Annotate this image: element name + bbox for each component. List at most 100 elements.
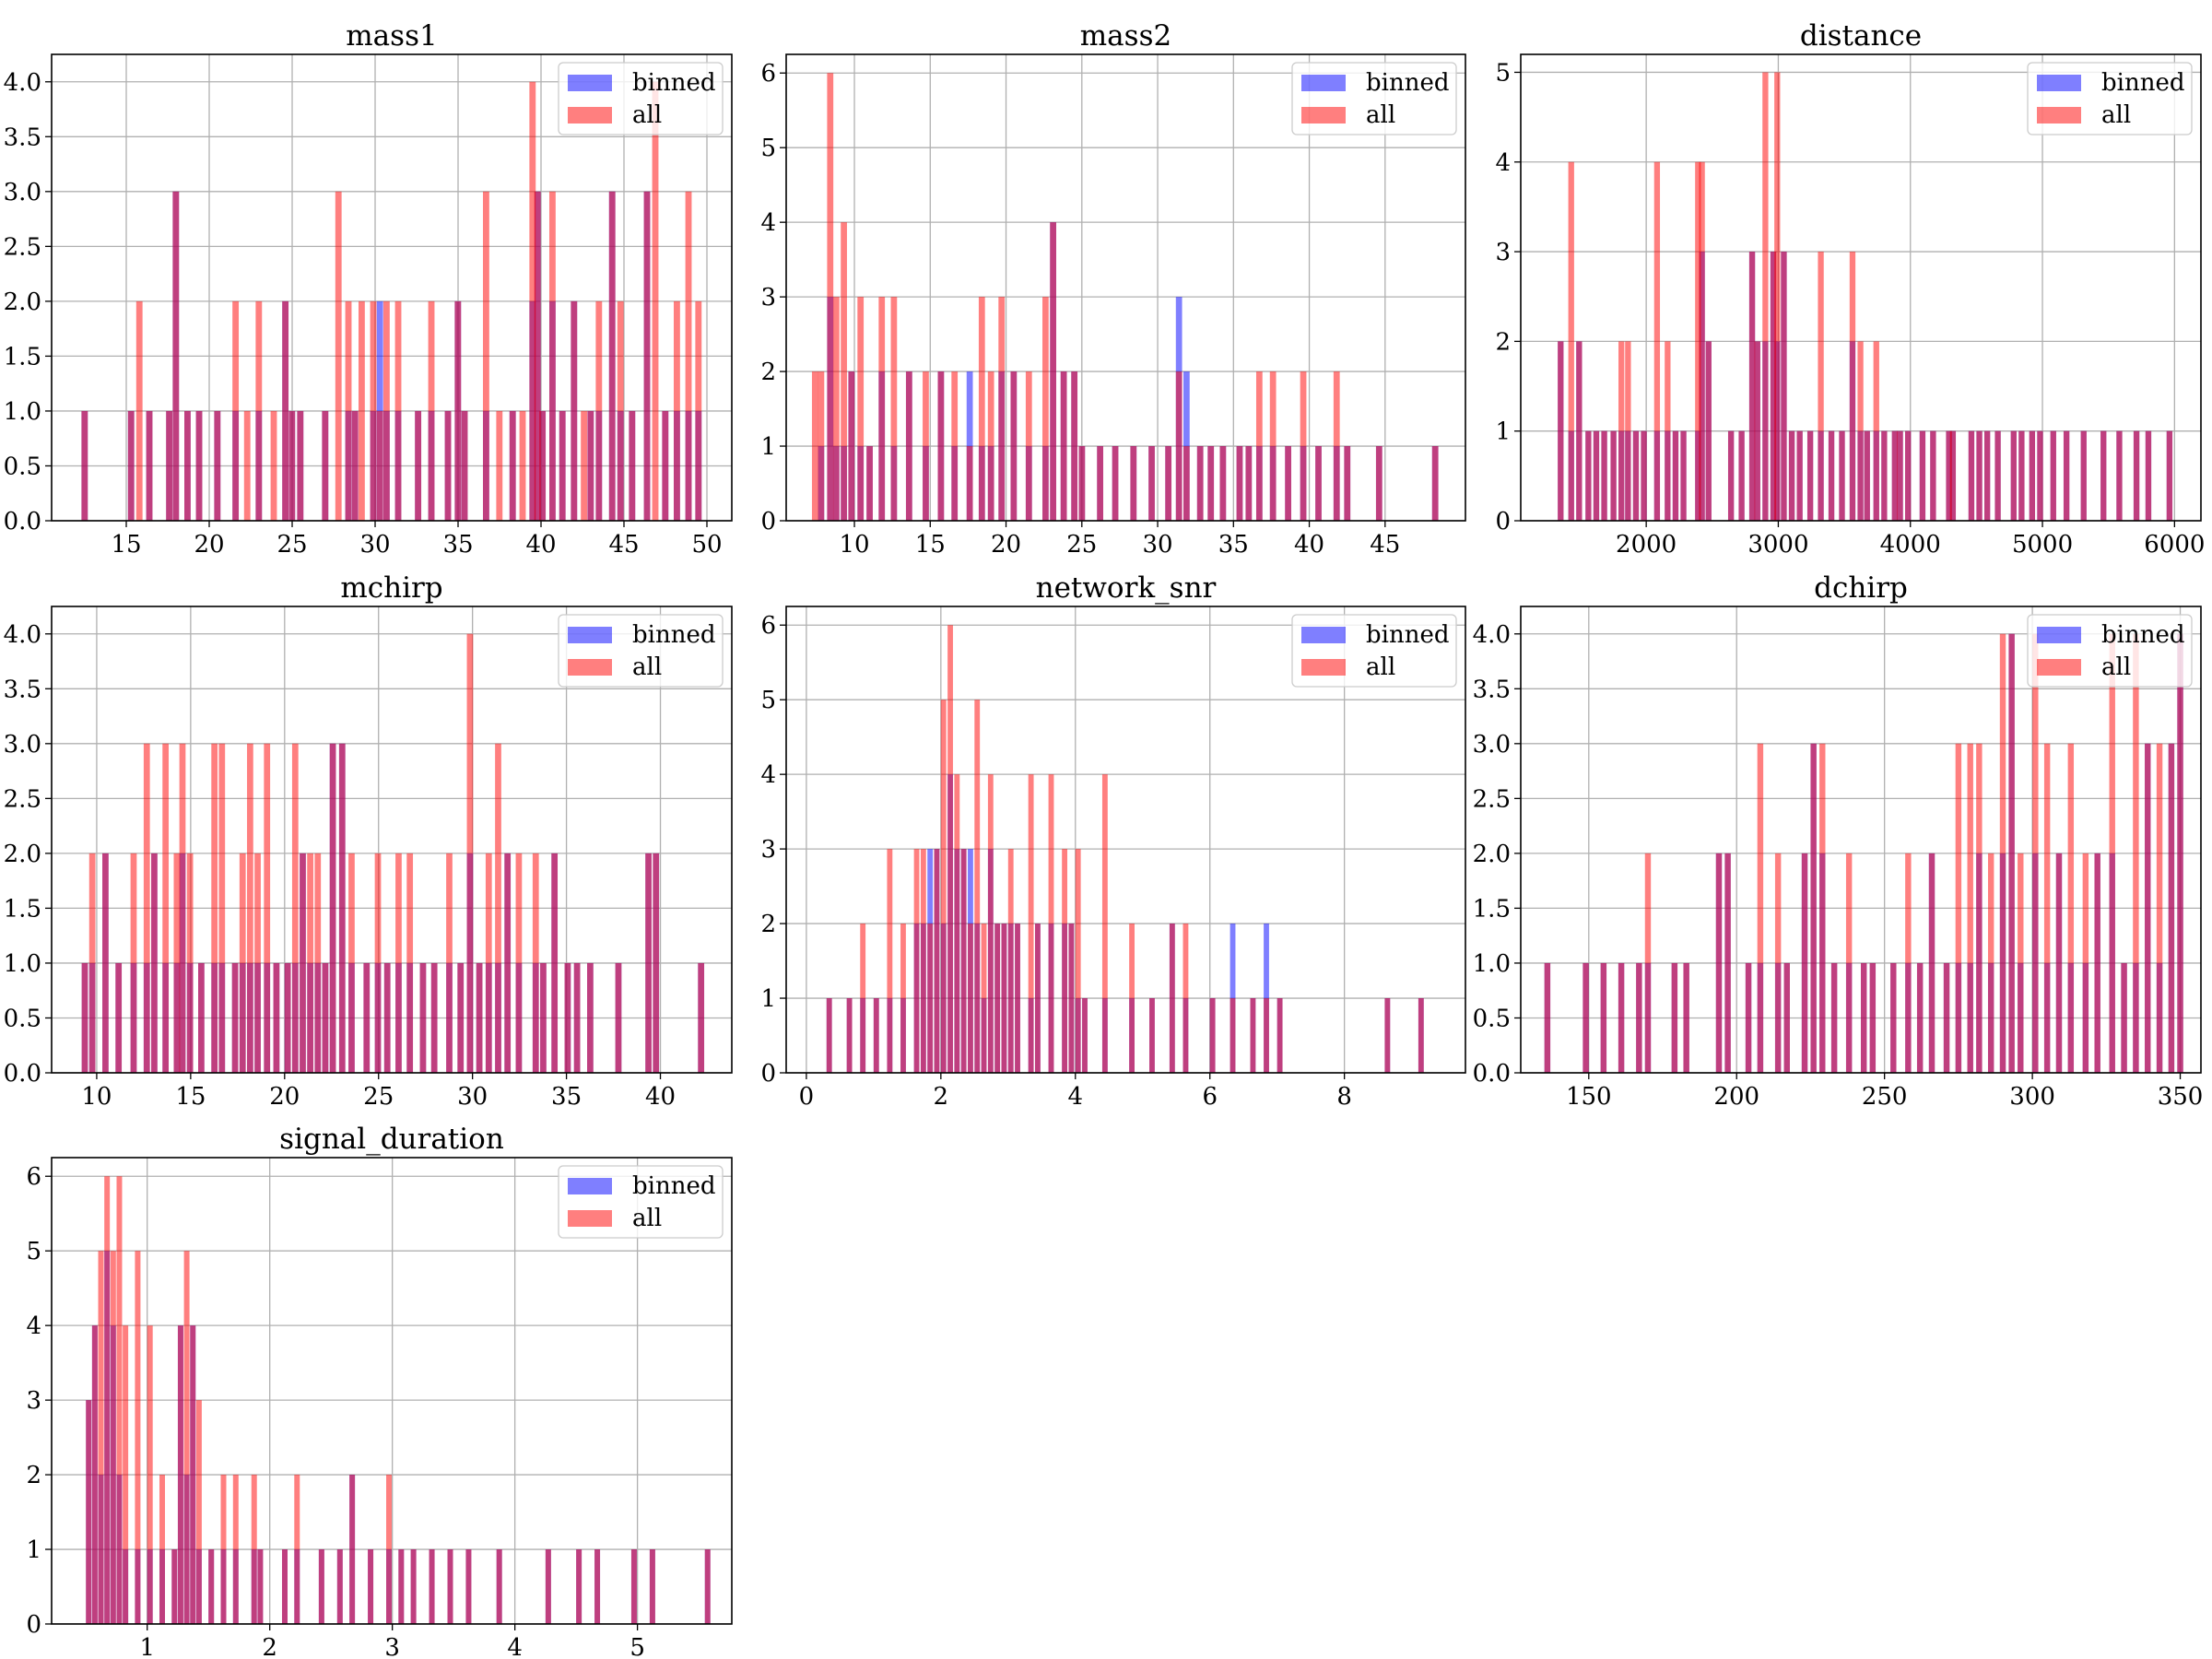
x-tick-label: 30 [359, 531, 390, 559]
bar-binned [1183, 371, 1190, 521]
bar-all [406, 853, 414, 1073]
bar-all [159, 1475, 165, 1624]
bar-all [297, 410, 304, 521]
bar-all [1653, 161, 1661, 521]
chart-title: mass2 [1080, 19, 1171, 53]
bar-all [1250, 998, 1256, 1073]
bar-all [1890, 962, 1897, 1073]
bar-all [1715, 853, 1723, 1073]
bar-all [1333, 371, 1340, 521]
bar-all [2094, 853, 2100, 1073]
bar-all [218, 743, 226, 1073]
bar-all [110, 1251, 116, 1624]
bar-all [1683, 962, 1689, 1073]
bar-all [1130, 446, 1137, 521]
bar-all [1994, 430, 2001, 521]
bar-all [419, 962, 427, 1073]
y-tick-label: 1 [760, 985, 776, 1013]
bar-all [581, 410, 588, 521]
bar-all [1810, 743, 1817, 1073]
bar-all [873, 998, 879, 1073]
bar-all [1431, 446, 1439, 521]
bar-all [232, 1475, 239, 1624]
bar-all [335, 191, 342, 521]
bar-all [383, 300, 390, 521]
bar-all [1255, 371, 1263, 521]
bar-all [662, 410, 669, 521]
bar-all [428, 300, 435, 521]
bar-all [1967, 743, 1973, 1073]
x-tick-label: 20 [269, 1083, 300, 1111]
bar-all [551, 853, 559, 1073]
bar-all [351, 410, 359, 521]
legend-label-all: all [2101, 653, 2131, 681]
bar-all [2029, 430, 2036, 521]
bar-all [594, 1549, 601, 1624]
bar-all [866, 446, 873, 521]
bar-all [1175, 371, 1182, 521]
bar-all [695, 300, 702, 521]
y-tick-label: 1 [1495, 418, 1511, 446]
bar-all [1050, 222, 1056, 521]
bar-all [496, 1549, 502, 1624]
bar-all [2067, 743, 2075, 1073]
axes-frame [51, 606, 733, 1074]
bar-all [534, 191, 541, 521]
y-tick-label: 3 [1495, 239, 1511, 266]
chart-title: dchirp [1814, 571, 1908, 605]
bar-all [146, 410, 153, 521]
bar-all [1999, 633, 2006, 1073]
bar-all [559, 410, 566, 521]
bar-all [2156, 743, 2163, 1073]
bar-all [257, 1549, 264, 1624]
y-tick-label: 2.0 [4, 841, 41, 868]
bar-all [1576, 341, 1583, 521]
x-tick-label: 15 [111, 531, 141, 559]
y-tick-label: 0 [26, 1611, 41, 1639]
y-tick-label: 3.5 [4, 124, 41, 151]
bar-all [2008, 633, 2015, 1073]
bar-all [1905, 853, 1912, 1073]
legend-swatch-all [568, 107, 612, 124]
bar-all [1671, 962, 1678, 1073]
bar-all [2018, 853, 2024, 1073]
y-tick-label: 0.0 [4, 508, 41, 535]
bar-all [1196, 446, 1204, 521]
bar-all [2177, 633, 2183, 1073]
bar-all [846, 998, 853, 1073]
bar-all [1636, 962, 1642, 1073]
x-tick-label: 10 [839, 531, 869, 559]
bar-all [1082, 998, 1088, 1073]
bar-all [2133, 430, 2140, 521]
bar-all [2145, 743, 2151, 1073]
legend-label-binned: binned [632, 1172, 715, 1200]
bar-all [466, 633, 474, 1073]
bar-all [147, 1325, 153, 1624]
bar-all [273, 962, 280, 1073]
bar-all [1781, 252, 1787, 521]
bar-all [1315, 446, 1322, 521]
x-tick-label: 2 [934, 1083, 949, 1111]
bar-all [220, 1475, 227, 1624]
legend-label-all: all [1366, 101, 1395, 129]
bar-all [532, 853, 539, 1073]
bar-all [1583, 962, 1589, 1073]
y-tick-label: 2 [26, 1462, 41, 1489]
bar-all [383, 962, 391, 1073]
bar-all [395, 853, 402, 1073]
legend-label-binned: binned [1366, 621, 1449, 649]
bar-all [1618, 962, 1625, 1073]
legend-label-all: all [632, 653, 662, 681]
x-tick-label: 250 [1862, 1083, 1908, 1111]
bar-all [1897, 430, 1903, 521]
x-tick-label: 15 [915, 531, 946, 559]
legend: binned all [558, 1165, 724, 1239]
bar-all [345, 300, 352, 521]
bar-all [1762, 72, 1769, 521]
bar-all [1165, 446, 1172, 521]
bar-all [2168, 743, 2175, 1073]
bar-all [1568, 161, 1574, 521]
bar-all [1869, 962, 1877, 1073]
